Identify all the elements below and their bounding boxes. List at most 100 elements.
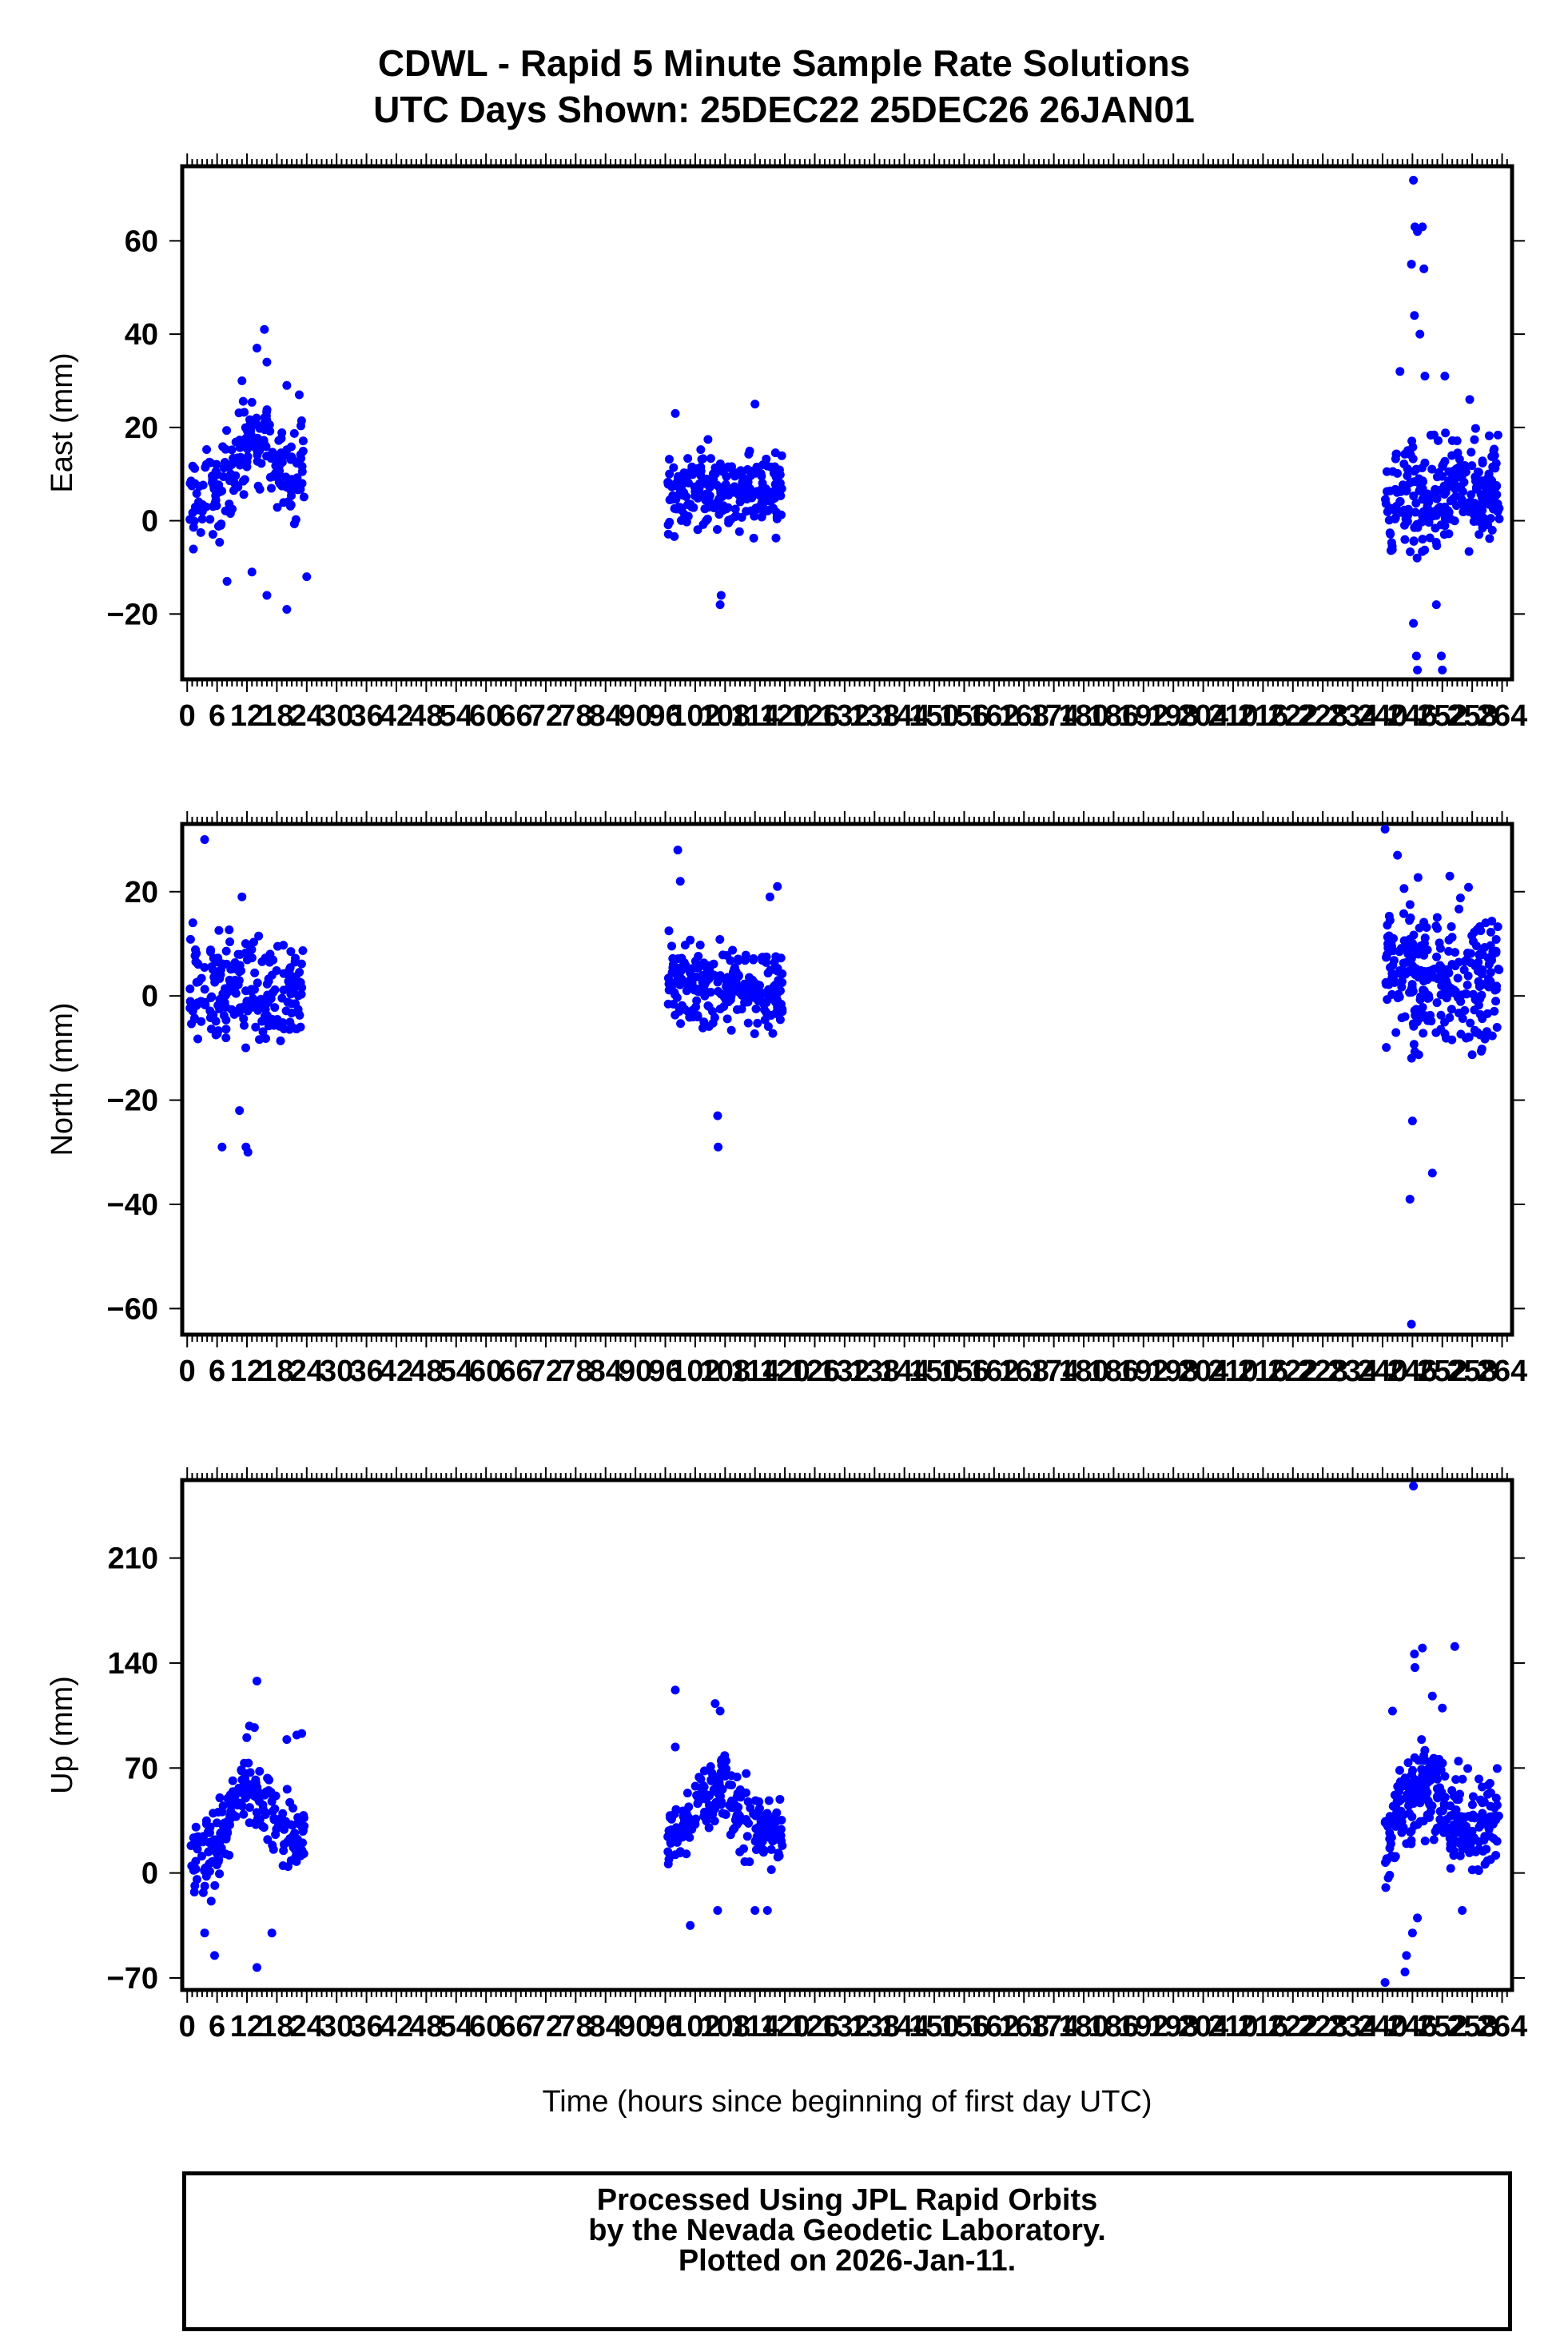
x-tick-label: 60 bbox=[469, 2010, 503, 2044]
data-point bbox=[766, 1865, 776, 1875]
data-point bbox=[1435, 468, 1444, 477]
data-point bbox=[1453, 973, 1463, 983]
data-point bbox=[262, 591, 272, 600]
data-point bbox=[1450, 1642, 1459, 1651]
data-point bbox=[296, 1022, 305, 1032]
data-point bbox=[1383, 921, 1392, 930]
data-point bbox=[683, 478, 693, 487]
data-point bbox=[690, 1781, 700, 1791]
data-point bbox=[731, 967, 741, 977]
data-point bbox=[1443, 506, 1453, 515]
data-point bbox=[249, 1791, 259, 1801]
x-tick-label: 168 bbox=[999, 699, 1049, 733]
data-point bbox=[299, 1813, 308, 1823]
data-point bbox=[1435, 1806, 1445, 1816]
data-point bbox=[771, 1817, 781, 1827]
data-point bbox=[696, 479, 706, 488]
data-point bbox=[766, 1831, 776, 1841]
data-point bbox=[703, 435, 713, 444]
data-point bbox=[1492, 1022, 1502, 1032]
data-point bbox=[774, 998, 783, 1008]
x-tick-label: 228 bbox=[1297, 699, 1347, 733]
data-point bbox=[1445, 871, 1455, 881]
data-point bbox=[1399, 936, 1409, 945]
data-point bbox=[1474, 476, 1483, 485]
data-point bbox=[1397, 976, 1407, 985]
data-point bbox=[1417, 463, 1427, 472]
data-point bbox=[282, 1785, 292, 1794]
data-point bbox=[1384, 980, 1394, 989]
data-point bbox=[1395, 1765, 1404, 1775]
data-point bbox=[289, 428, 299, 438]
data-point bbox=[1426, 431, 1435, 440]
data-point bbox=[1419, 985, 1428, 995]
data-point bbox=[298, 436, 308, 446]
data-point bbox=[1455, 455, 1464, 464]
x-tick-label: 210 bbox=[1208, 1355, 1258, 1388]
data-point bbox=[217, 519, 226, 529]
data-point bbox=[664, 926, 674, 936]
data-point bbox=[1381, 1857, 1391, 1867]
data-point bbox=[222, 426, 232, 436]
data-point bbox=[1382, 1043, 1391, 1053]
data-point bbox=[751, 1811, 761, 1821]
data-point bbox=[1432, 998, 1442, 1008]
data-point bbox=[1440, 521, 1450, 531]
data-point bbox=[674, 472, 683, 481]
data-point bbox=[766, 1845, 776, 1854]
data-point bbox=[706, 476, 715, 485]
data-point bbox=[714, 1777, 724, 1787]
data-point bbox=[1440, 456, 1450, 466]
data-point bbox=[287, 999, 296, 1009]
data-point bbox=[209, 1809, 218, 1818]
data-point bbox=[1398, 480, 1407, 490]
data-point bbox=[1471, 1028, 1481, 1037]
data-point bbox=[223, 1793, 233, 1803]
data-point bbox=[732, 1792, 742, 1801]
data-point bbox=[270, 1804, 280, 1813]
data-point bbox=[1420, 372, 1430, 381]
y-tick-label: 20 bbox=[125, 412, 158, 445]
data-point bbox=[298, 945, 308, 955]
x-tick-label: 84 bbox=[589, 699, 623, 733]
data-point bbox=[212, 970, 221, 980]
data-point bbox=[192, 949, 201, 958]
data-point bbox=[1404, 1809, 1414, 1818]
data-point bbox=[753, 1018, 762, 1028]
data-point bbox=[275, 470, 285, 480]
data-point bbox=[1467, 1865, 1477, 1875]
data-point bbox=[1383, 1818, 1392, 1828]
data-point bbox=[675, 877, 685, 886]
data-point bbox=[269, 1845, 278, 1854]
data-point bbox=[207, 962, 217, 972]
x-tick-label: 174 bbox=[1029, 2010, 1079, 2044]
data-point bbox=[1409, 1040, 1419, 1049]
data-point bbox=[1447, 1005, 1456, 1014]
data-point bbox=[752, 504, 762, 514]
data-point bbox=[1432, 494, 1442, 503]
x-tick-label: 240 bbox=[1357, 2010, 1407, 2044]
data-point bbox=[1427, 464, 1437, 474]
data-point bbox=[1427, 1691, 1437, 1701]
x-tick-label: 162 bbox=[969, 699, 1019, 733]
data-point bbox=[1393, 850, 1403, 860]
data-point bbox=[663, 480, 673, 489]
data-point bbox=[1383, 939, 1393, 949]
data-point bbox=[668, 953, 678, 963]
points-group bbox=[185, 176, 1504, 675]
data-point bbox=[1458, 1845, 1467, 1854]
data-point bbox=[1440, 1772, 1450, 1781]
data-point bbox=[760, 487, 770, 496]
data-point bbox=[205, 1846, 214, 1856]
data-point bbox=[1405, 900, 1415, 909]
data-point bbox=[1449, 476, 1459, 486]
data-point bbox=[1410, 1650, 1419, 1659]
data-point bbox=[750, 1906, 760, 1916]
x-tick-label: 168 bbox=[999, 2010, 1049, 2044]
data-point bbox=[1482, 1027, 1491, 1037]
data-point bbox=[206, 945, 216, 955]
data-point bbox=[677, 515, 686, 525]
data-point bbox=[734, 1802, 743, 1812]
x-tick-label: 6 bbox=[209, 699, 225, 733]
data-point bbox=[258, 1821, 268, 1831]
